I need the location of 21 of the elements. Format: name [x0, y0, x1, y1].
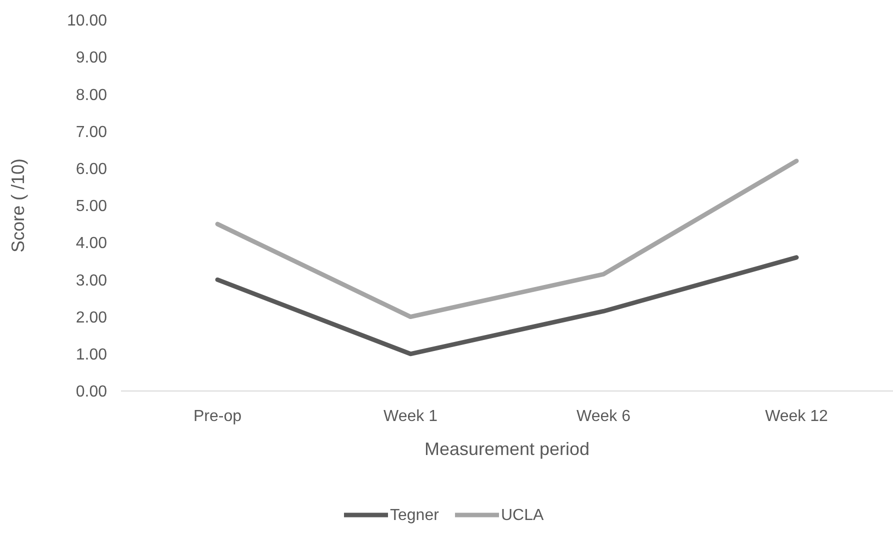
y-axis-title: Score ( /10) — [8, 158, 28, 253]
y-tick-label: 1.00 — [76, 346, 108, 364]
y-tick-label: 2.00 — [76, 309, 108, 326]
y-tick-label: 10.00 — [66, 12, 108, 30]
y-tick-label: 5.00 — [76, 198, 108, 216]
x-tick-label: Week 12 — [765, 408, 828, 425]
y-tick-label: 4.00 — [76, 235, 108, 252]
x-axis-title: Measurement period — [424, 439, 590, 459]
x-tick-label: Week 1 — [384, 408, 438, 425]
y-tick-label: 0.00 — [76, 384, 108, 401]
line-series — [215, 255, 799, 356]
x-tick-label: Pre-op — [193, 408, 242, 425]
legend-label: Tegner — [390, 507, 440, 524]
line-series — [215, 158, 799, 320]
y-tick-label: 7.00 — [76, 124, 108, 141]
y-tick-label: 9.00 — [76, 50, 108, 67]
y-tick-label: 8.00 — [76, 86, 108, 104]
y-tick-label: 6.00 — [76, 161, 108, 178]
legend-label: UCLA — [501, 507, 544, 524]
x-tick-label: Week 6 — [576, 408, 631, 425]
y-tick-label: 3.00 — [76, 272, 108, 290]
